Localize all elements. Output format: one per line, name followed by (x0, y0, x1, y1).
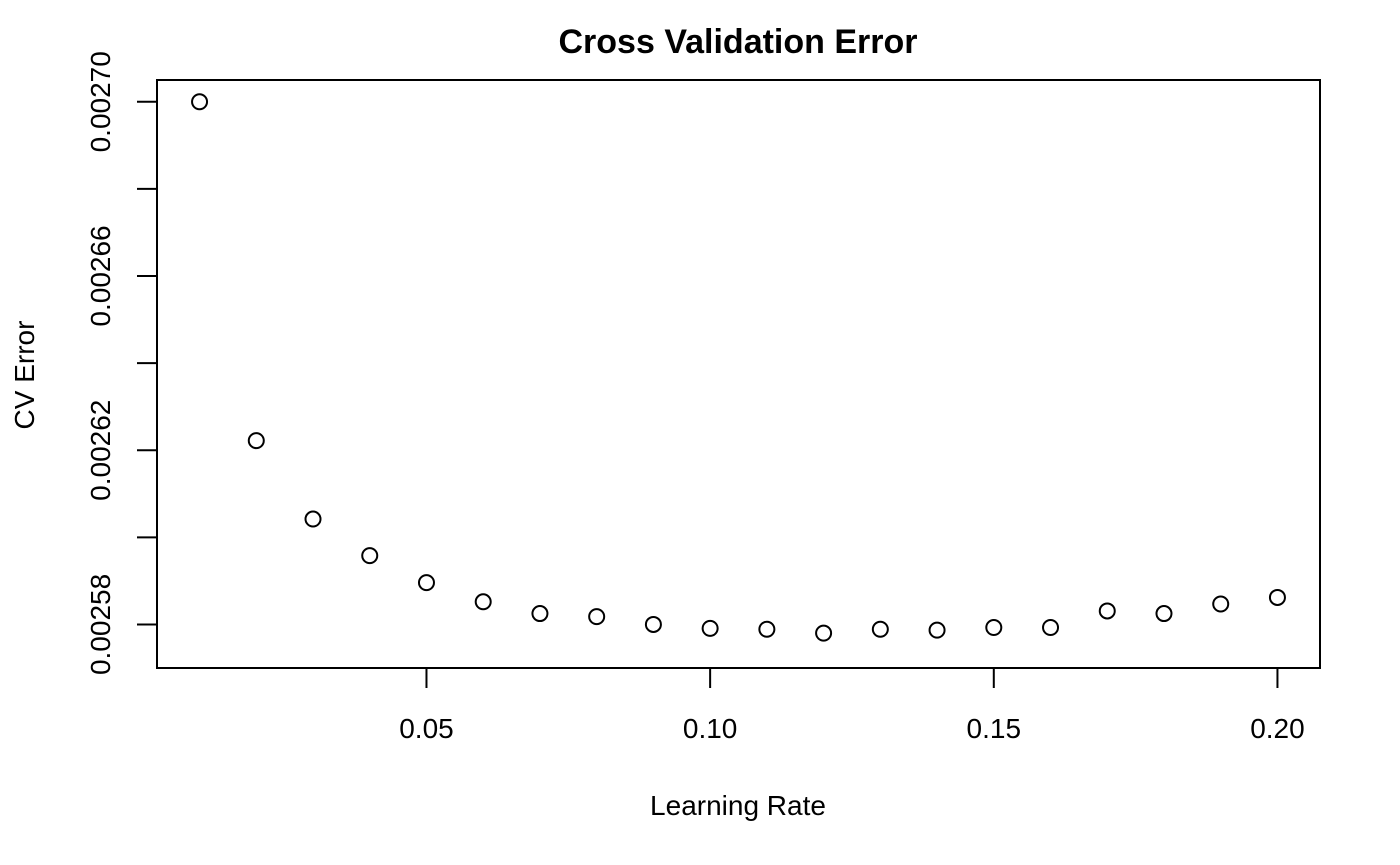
data-points (191, 93, 1286, 642)
x-tick-label: 0.20 (1250, 713, 1305, 744)
data-point (815, 624, 833, 642)
data-point (417, 574, 435, 592)
x-tick-label: 0.15 (967, 713, 1022, 744)
data-point (1098, 602, 1116, 620)
y-tick-label: 0.00266 (85, 225, 116, 326)
chart-title: Cross Validation Error (559, 23, 918, 61)
data-point (758, 620, 776, 638)
data-point (1268, 588, 1286, 606)
y-axis-label: CV Error (9, 321, 40, 430)
y-axis: 0.00258 0.00262 0.00266 0.00270 (85, 51, 158, 675)
x-axis-label: Learning Rate (650, 790, 826, 821)
data-point (644, 615, 662, 633)
x-axis: 0.05 0.10 0.15 0.20 (399, 667, 1305, 744)
data-point (701, 619, 719, 637)
data-point (588, 608, 606, 626)
plot-frame (156, 79, 1321, 669)
data-point (531, 605, 549, 623)
data-point (304, 510, 322, 528)
data-point (1042, 618, 1060, 636)
y-tick-label: 0.00270 (85, 51, 116, 152)
x-tick-label: 0.05 (399, 713, 454, 744)
data-point (191, 93, 209, 111)
y-tick-label: 0.00262 (85, 400, 116, 501)
data-point (871, 620, 889, 638)
data-point (985, 618, 1003, 636)
data-point (247, 432, 265, 450)
data-point (474, 593, 492, 611)
y-tick-label: 0.00258 (85, 574, 116, 675)
x-tick-label: 0.10 (683, 713, 738, 744)
data-point (1155, 605, 1173, 623)
data-point (1212, 595, 1230, 613)
data-point (361, 547, 379, 565)
data-point (928, 621, 946, 639)
